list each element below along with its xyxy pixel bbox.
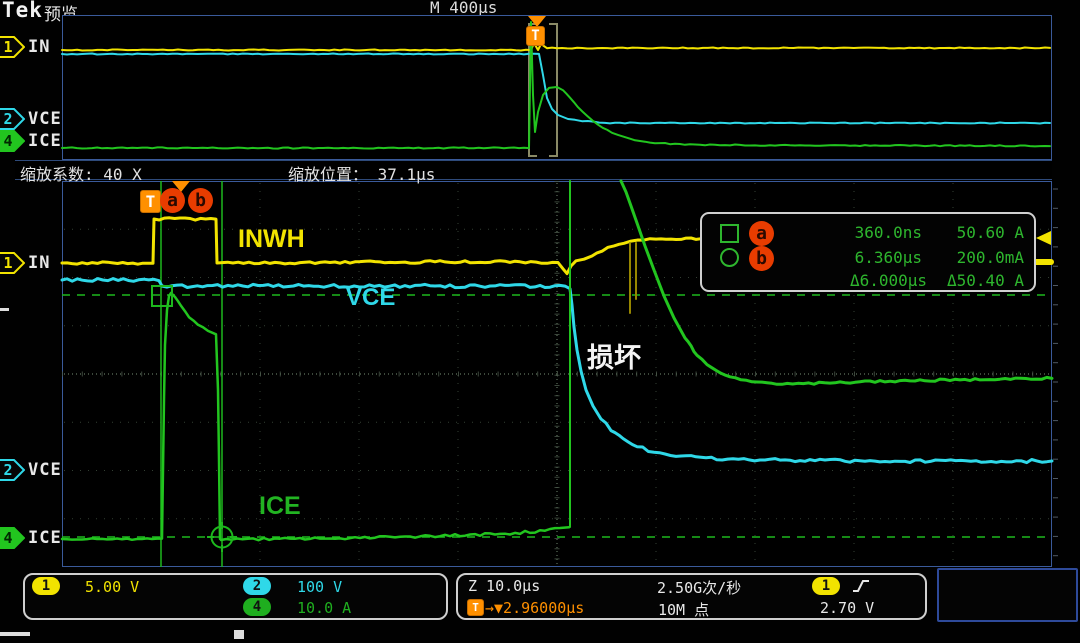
status-ch1-badge[interactable]: 1 xyxy=(32,577,60,595)
main-ch1-label: IN xyxy=(28,253,51,273)
cursor-b-time: 6.360µs xyxy=(854,248,922,267)
overview-ch2-label: VCE xyxy=(28,109,62,129)
main-ch4-label: ICE xyxy=(28,528,62,548)
overview-ch2-marker[interactable]: 2 xyxy=(0,108,25,130)
status-ch4-badge[interactable]: 4 xyxy=(243,598,271,616)
rising-edge-slope-icon xyxy=(853,580,869,592)
sample-rate-readout: 2.50G次/秒 xyxy=(657,579,742,597)
vertical-scale-box[interactable] xyxy=(23,573,448,620)
bottom-square-mark xyxy=(234,630,244,639)
trigger-source-badge[interactable]: 1 xyxy=(812,577,840,595)
cursor-b-badge: b xyxy=(749,246,774,271)
cursor-a-badge: a xyxy=(749,221,774,246)
trigger-t-badge[interactable]: T xyxy=(526,26,545,46)
record-length-readout: 10M 点 xyxy=(658,601,710,619)
channel-number: 4 xyxy=(3,529,13,547)
trigger-level-arrow-icon[interactable] xyxy=(1036,231,1051,245)
cursor-a-time: 360.0ns xyxy=(854,223,922,242)
zoom-info-bar xyxy=(15,160,1052,180)
annotation-ice: ICE xyxy=(259,492,301,520)
trigger-level-readout[interactable]: 2.70 V xyxy=(820,599,875,617)
main-ch2-marker[interactable]: 2 xyxy=(0,459,25,481)
cursor-b-flag[interactable]: b xyxy=(188,188,213,213)
cursor-delta-time: Δ6.000µs xyxy=(849,271,927,290)
menu-placeholder-box[interactable] xyxy=(937,568,1078,622)
overview-ch4-label: ICE xyxy=(28,131,62,151)
ch2-scale-readout[interactable]: 100 V xyxy=(297,578,343,596)
cursor-delta-value: Δ50.40 A xyxy=(946,271,1024,290)
cursor-readout-box: a 360.0ns 50.60 A b 6.360µs 200.0mA Δ6.0… xyxy=(700,212,1036,292)
zoom-timebase-readout[interactable]: Z 10.0µs xyxy=(468,577,541,595)
cursor-a-flag[interactable]: a xyxy=(160,188,185,213)
zoom-factor-readout[interactable]: 缩放系数: 40 X xyxy=(20,165,142,184)
zoom-trigger-position-icon[interactable] xyxy=(172,181,190,192)
channel-arrow-icon xyxy=(0,36,25,58)
annotation-damage: 损坏 xyxy=(587,343,641,373)
channel-arrow-icon xyxy=(0,459,25,481)
ch4-scale-readout[interactable]: 10.0 A xyxy=(297,599,352,617)
zoom-position-readout[interactable]: 缩放位置： 37.1µs xyxy=(288,165,436,184)
overview-ch1-label: IN xyxy=(28,37,51,57)
overview-ch1-marker[interactable]: 1 xyxy=(0,36,25,58)
cursor-b-value: 200.0mA xyxy=(956,248,1024,267)
main-ch2-label: VCE xyxy=(28,460,62,480)
channel-arrow-icon xyxy=(0,252,25,274)
channel-arrow-icon xyxy=(0,130,25,152)
timebase-readout: M 400µs xyxy=(430,0,498,17)
channel-number: 4 xyxy=(3,132,13,150)
brand-logo: Tek xyxy=(2,0,43,22)
cursor-b-circle-icon xyxy=(720,248,739,267)
channel-number: 2 xyxy=(3,461,13,479)
overview-ch4-marker[interactable]: 4 xyxy=(0,130,25,152)
channel-number: 1 xyxy=(3,38,13,56)
channel-arrow-icon xyxy=(0,527,25,549)
status-ch2-badge[interactable]: 2 xyxy=(243,577,271,595)
overview-window xyxy=(62,15,1052,160)
main-ch4-marker[interactable]: 4 xyxy=(0,527,25,549)
bottom-left-mark xyxy=(0,632,30,636)
main-ch1-marker[interactable]: 1 xyxy=(0,252,25,274)
cursor-a-value: 50.60 A xyxy=(956,223,1024,242)
annotation-inwh: INWH xyxy=(238,225,305,253)
zoom-trigger-t-badge[interactable]: T xyxy=(140,190,161,213)
horizontal-trigger-box[interactable] xyxy=(456,573,927,620)
cursor-a-square-icon xyxy=(720,224,739,243)
channel-number: 1 xyxy=(3,254,13,272)
ch1-scale-readout[interactable]: 5.00 V xyxy=(85,578,140,596)
channel-number: 2 xyxy=(3,110,13,128)
left-edge-tick xyxy=(0,308,9,311)
annotation-vce: VCE xyxy=(346,284,396,311)
trigger-position-readout[interactable]: →▼2.96000µs xyxy=(485,599,585,617)
trigger-position-icon[interactable] xyxy=(528,16,546,27)
trigger-pos-t-icon: T xyxy=(467,599,484,616)
channel-arrow-icon xyxy=(0,108,25,130)
